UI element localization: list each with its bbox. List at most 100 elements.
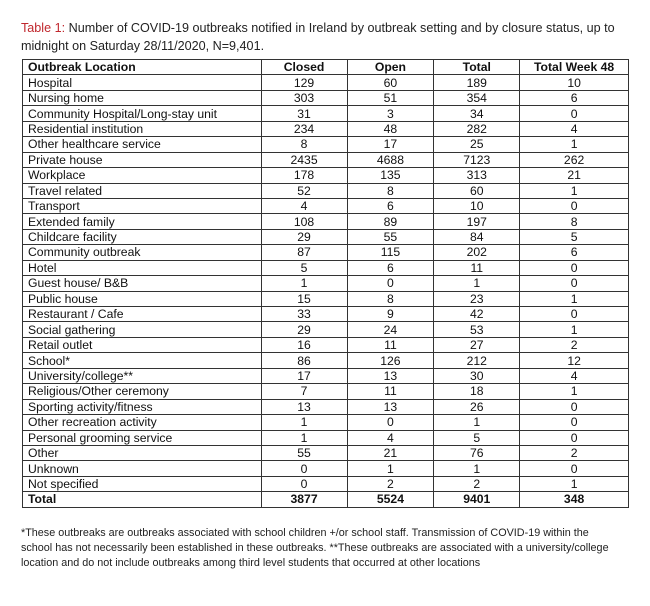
- cell-location: Childcare facility: [22, 228, 262, 246]
- cell-total: 354: [433, 89, 521, 107]
- cell-open: 13: [346, 367, 435, 385]
- cell-total: 60: [433, 182, 521, 199]
- cell-open: 0: [346, 414, 435, 431]
- header-location: Outbreak Location: [22, 58, 262, 76]
- cell-open: 135: [346, 167, 435, 184]
- table-row: Other recreation activity 1 0 1 0: [22, 414, 629, 431]
- cell-total-week-48: 12: [519, 352, 629, 369]
- cell-closed: 7: [260, 383, 348, 400]
- cell-closed: 33: [260, 305, 348, 323]
- cell-closed: 1: [260, 275, 348, 292]
- table-row: Extended family 108 89 197 8: [22, 213, 629, 230]
- cell-open: 89: [346, 213, 435, 230]
- table-row: Social gathering 29 24 53 1: [22, 321, 629, 338]
- cell-location: Not specified: [22, 475, 262, 493]
- cell-total-week-48: 0: [519, 275, 629, 292]
- cell-location: University/college**: [22, 367, 262, 385]
- cell-closed: 13: [260, 398, 348, 416]
- header-row: Outbreak Location Closed Open Total Tota…: [22, 58, 629, 76]
- outbreaks-table: Outbreak Location Closed Open Total Tota…: [22, 58, 629, 508]
- table-row: Travel related 52 8 60 1: [22, 182, 629, 199]
- cell-open: 17: [346, 136, 435, 153]
- table-row: Private house 2435 4688 7123 262: [22, 151, 629, 169]
- cell-open: 2: [346, 475, 435, 493]
- cell-total-week-48: 4: [519, 367, 629, 385]
- table-row: Sporting activity/fitness 13 13 26 0: [22, 398, 629, 416]
- cell-open: 9: [346, 305, 435, 323]
- cell-total-week-48: 1: [519, 182, 629, 199]
- cell-open: 8: [346, 290, 435, 308]
- cell-total-week-48: 8: [519, 213, 629, 230]
- table-row: Childcare facility 29 55 84 5: [22, 228, 629, 246]
- cell-open: 3: [346, 105, 435, 122]
- cell-location: Other recreation activity: [22, 414, 262, 431]
- cell-closed: 1: [260, 429, 348, 446]
- cell-closed: 108: [260, 213, 348, 230]
- header-closed: Closed: [260, 58, 348, 76]
- cell-total: 53: [433, 321, 521, 338]
- cell-total-week-48: 1: [519, 136, 629, 153]
- caption-text: Number of COVID-19 outbreaks notified in…: [21, 21, 615, 53]
- cell-total: 42: [433, 305, 521, 323]
- caption-label: Table 1:: [21, 21, 66, 35]
- cell-open: 1: [346, 460, 435, 477]
- cell-open: 24: [346, 321, 435, 338]
- table-row: University/college** 17 13 30 4: [22, 367, 629, 385]
- cell-total-week-48: 0: [519, 197, 629, 215]
- table-row: School* 86 126 212 12: [22, 352, 629, 369]
- cell-location: Extended family: [22, 213, 262, 230]
- cell-closed: 16: [260, 336, 348, 354]
- cell-open: 51: [346, 89, 435, 107]
- cell-closed: 5: [260, 259, 348, 277]
- cell-total: 76: [433, 444, 521, 462]
- cell-closed: 129: [260, 74, 348, 91]
- cell-closed: 3877: [260, 491, 348, 508]
- table-row: Restaurant / Cafe 33 9 42 0: [22, 305, 629, 323]
- cell-location: School*: [22, 352, 262, 369]
- cell-closed: 86: [260, 352, 348, 369]
- table-row: Personal grooming service 1 4 5 0: [22, 429, 629, 446]
- cell-total: 23: [433, 290, 521, 308]
- cell-total: 1: [433, 414, 521, 431]
- table-row: Retail outlet 16 11 27 2: [22, 336, 629, 354]
- cell-total-week-48: 0: [519, 398, 629, 416]
- header-open: Open: [346, 58, 435, 76]
- cell-total: 202: [433, 244, 521, 261]
- cell-total-week-48: 348: [519, 491, 629, 508]
- cell-location: Transport: [22, 197, 262, 215]
- cell-total-week-48: 5: [519, 228, 629, 246]
- cell-open: 126: [346, 352, 435, 369]
- cell-location: Workplace: [22, 167, 262, 184]
- cell-location: Travel related: [22, 182, 262, 199]
- cell-closed: 1: [260, 414, 348, 431]
- cell-total-week-48: 0: [519, 460, 629, 477]
- cell-closed: 31: [260, 105, 348, 122]
- cell-total-week-48: 1: [519, 321, 629, 338]
- cell-closed: 87: [260, 244, 348, 261]
- table-row: Residential institution 234 48 282 4: [22, 120, 629, 138]
- cell-total: 10: [433, 197, 521, 215]
- cell-open: 48: [346, 120, 435, 138]
- table-caption: Table 1: Number of COVID-19 outbreaks no…: [21, 19, 621, 55]
- cell-location: Community Hospital/Long-stay unit: [22, 105, 262, 122]
- cell-open: 8: [346, 182, 435, 199]
- cell-location: Social gathering: [22, 321, 262, 338]
- table-row: Transport 4 6 10 0: [22, 197, 629, 215]
- cell-closed: 55: [260, 444, 348, 462]
- cell-total: 27: [433, 336, 521, 354]
- cell-location: Hotel: [22, 259, 262, 277]
- cell-location: Sporting activity/fitness: [22, 398, 262, 416]
- cell-open: 13: [346, 398, 435, 416]
- cell-total: 7123: [433, 151, 521, 169]
- cell-location: Religious/Other ceremony: [22, 383, 262, 400]
- cell-total-week-48: 2: [519, 336, 629, 354]
- cell-total-week-48: 0: [519, 105, 629, 122]
- table-row: Community Hospital/Long-stay unit 31 3 34 0: [22, 105, 629, 122]
- cell-total-week-48: 0: [519, 305, 629, 323]
- cell-total: 18: [433, 383, 521, 400]
- cell-total: 9401: [433, 491, 521, 508]
- cell-open: 6: [346, 259, 435, 277]
- cell-total: 212: [433, 352, 521, 369]
- total-row: Total 3877 5524 9401 348: [22, 491, 629, 508]
- cell-open: 5524: [346, 491, 435, 508]
